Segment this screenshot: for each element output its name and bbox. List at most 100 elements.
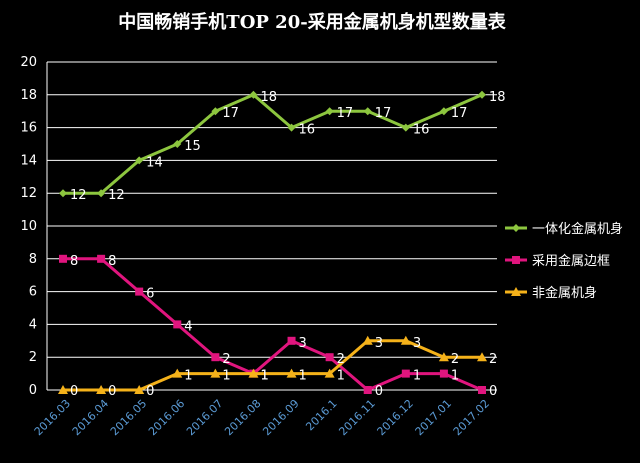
y-tick-label: 14 (20, 153, 37, 168)
data-label: 1 (413, 369, 421, 384)
data-point (362, 335, 373, 345)
legend-item: 非金属机身 (505, 285, 597, 301)
data-label: 1 (222, 369, 230, 384)
data-label: 2 (451, 352, 459, 367)
data-point (287, 336, 296, 345)
data-point (287, 123, 296, 132)
data-point (211, 107, 220, 116)
data-label: 14 (146, 155, 163, 170)
data-label: 15 (184, 139, 201, 154)
data-point (325, 353, 334, 362)
data-label: 1 (184, 369, 192, 384)
data-point (59, 189, 67, 198)
data-label: 3 (413, 336, 421, 351)
legend-label: 采用金属边框 (532, 253, 610, 269)
data-point (401, 123, 410, 132)
data-point (96, 385, 107, 394)
data-label: 0 (146, 384, 154, 399)
data-label: 1 (260, 369, 268, 384)
data-label: 18 (260, 90, 277, 105)
data-point (512, 256, 520, 264)
data-point (211, 353, 220, 362)
y-tick-label: 8 (29, 252, 37, 267)
legend-label: 非金属机身 (532, 285, 597, 301)
data-point (134, 385, 145, 394)
x-tick-label: 2016.07 (184, 397, 225, 438)
data-label: 2 (337, 352, 345, 367)
data-point (478, 90, 486, 99)
data-label: 17 (222, 106, 239, 121)
axes: 024681012141618202016.032016.042016.0520… (20, 55, 492, 438)
data-point (135, 156, 144, 165)
data-label: 12 (70, 188, 87, 203)
data-point (248, 368, 259, 378)
y-tick-label: 16 (20, 121, 37, 136)
data-point (324, 368, 335, 378)
x-tick-label: 2016.1 (303, 397, 339, 433)
data-point (400, 335, 411, 345)
x-tick-label: 2016.08 (222, 397, 263, 438)
legend-item: 一体化金属机身 (505, 221, 623, 237)
data-point (173, 320, 182, 329)
data-label: 1 (299, 369, 307, 384)
series-line (63, 257, 483, 392)
x-tick-label: 2016.09 (260, 397, 301, 438)
data-point (401, 369, 410, 378)
data-point (478, 386, 486, 394)
y-tick-label: 0 (29, 383, 37, 398)
data-label: 16 (413, 123, 430, 138)
data-label: 17 (451, 106, 468, 121)
y-tick-label: 12 (20, 186, 37, 201)
data-label: 12 (108, 188, 125, 203)
legend-label: 一体化金属机身 (532, 221, 623, 237)
data-point (511, 287, 521, 296)
x-tick-label: 2016.11 (336, 397, 377, 438)
x-tick-label: 2017.02 (451, 397, 492, 438)
y-tick-label: 20 (20, 55, 37, 70)
series-3 (58, 335, 487, 394)
data-label: 3 (299, 336, 307, 351)
data-point (249, 90, 258, 99)
data-label: 0 (70, 384, 78, 399)
data-point (59, 254, 67, 263)
data-label: 0 (375, 384, 383, 399)
data-point (286, 368, 297, 378)
series-lines (58, 90, 487, 394)
x-tick-label: 2017.01 (413, 397, 454, 438)
series-line (63, 339, 482, 392)
data-label: 1 (260, 369, 268, 384)
x-tick-label: 2016.12 (375, 397, 416, 438)
data-label: 8 (108, 254, 116, 269)
data-point (173, 140, 182, 148)
data-label: 16 (299, 123, 316, 138)
data-label: 17 (375, 106, 392, 121)
y-tick-label: 18 (20, 88, 37, 103)
data-point (58, 385, 68, 394)
data-point (210, 368, 221, 378)
data-label: 0 (489, 384, 497, 399)
data-label: 3 (375, 336, 383, 351)
y-tick-label: 2 (29, 350, 37, 365)
data-point (438, 352, 449, 362)
x-tick-label: 2016.06 (146, 397, 187, 438)
data-point (477, 352, 487, 362)
data-label: 1 (337, 369, 345, 384)
gridlines (47, 61, 497, 391)
x-tick-label: 2016.03 (32, 397, 73, 438)
data-label: 8 (70, 254, 78, 269)
y-tick-label: 4 (29, 317, 37, 332)
data-point (512, 224, 520, 232)
data-label: 18 (489, 90, 506, 105)
data-label: 1 (451, 369, 459, 384)
data-point (172, 368, 183, 378)
series-2 (59, 254, 486, 394)
data-label: 0 (108, 384, 116, 399)
legend-item: 采用金属边框 (505, 253, 610, 269)
data-point (363, 107, 372, 116)
chart-title: 中国畅销手机TOP 20-采用金属机身机型数量表 (118, 11, 506, 33)
data-point (135, 287, 144, 296)
x-tick-label: 2016.04 (70, 397, 111, 438)
data-label: 6 (146, 287, 154, 302)
